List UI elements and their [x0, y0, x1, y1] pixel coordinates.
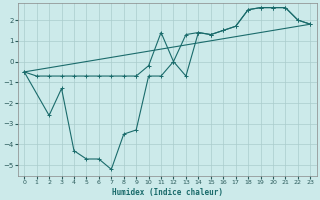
X-axis label: Humidex (Indice chaleur): Humidex (Indice chaleur): [112, 188, 223, 197]
